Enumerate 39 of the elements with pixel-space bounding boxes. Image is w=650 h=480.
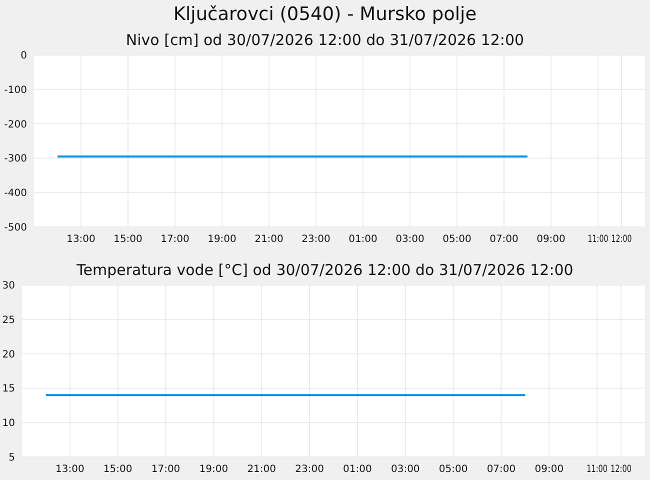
y-tick-label: 20 [2, 349, 15, 360]
x-tick-label: 12:00 [611, 234, 640, 245]
y-tick-label: 0 [20, 50, 27, 62]
chart-title: Temperatura vode [°C] od 30/07/2026 12:00 do 31/07/2026 12:00 [76, 261, 574, 279]
x-tick-label: 17:00 [160, 234, 190, 245]
chart-title: Ključarovci (0540) - Mursko polje [173, 4, 477, 25]
x-tick-label: 21:00 [247, 464, 276, 475]
x-tick-label: 03:00 [396, 234, 424, 245]
x-tick-label: 13:00 [56, 464, 84, 475]
x-tick-label: 19:00 [199, 464, 228, 475]
x-tick-label: 15:00 [103, 464, 132, 475]
x-tick-label: 21:00 [254, 234, 284, 245]
y-tick-label: 15 [2, 384, 15, 395]
x-tick-label: 01:00 [348, 234, 378, 245]
x-tick-label: 15:00 [114, 234, 142, 245]
x-tick-label: 07:00 [486, 464, 516, 475]
chart-subtitle: Nivo [cm] od 30/07/2026 12:00 do 31/07/2026 12:00 [126, 31, 524, 49]
x-tick-label: 05:00 [438, 464, 468, 475]
y-tick-label: 5 [8, 452, 15, 464]
y-tick-label: 30 [2, 280, 15, 292]
x-tick-label: 09:00 [534, 464, 564, 475]
x-tick-label: 05:00 [442, 234, 472, 245]
y-tick-label: 25 [2, 314, 15, 326]
x-tick-label: 23:00 [295, 464, 324, 475]
x-tick-label: 13:00 [66, 234, 96, 245]
x-tick-label: 09:00 [536, 234, 566, 245]
x-tick-label: 01:00 [343, 464, 372, 475]
y-tick-label: -200 [4, 119, 27, 130]
x-tick-label: 12:00 [610, 464, 640, 475]
y-tick-label: -300 [4, 154, 27, 165]
x-tick-label: 07:00 [490, 234, 518, 245]
y-tick-label: 10 [2, 418, 15, 430]
x-tick-label: 03:00 [390, 464, 420, 475]
x-tick-label: 19:00 [208, 234, 236, 245]
y-tick-label: -100 [4, 84, 27, 96]
x-tick-label: 23:00 [302, 234, 330, 245]
x-tick-label: 17:00 [151, 464, 180, 475]
y-tick-label: -400 [4, 188, 27, 200]
y-tick-label: -500 [4, 222, 27, 234]
